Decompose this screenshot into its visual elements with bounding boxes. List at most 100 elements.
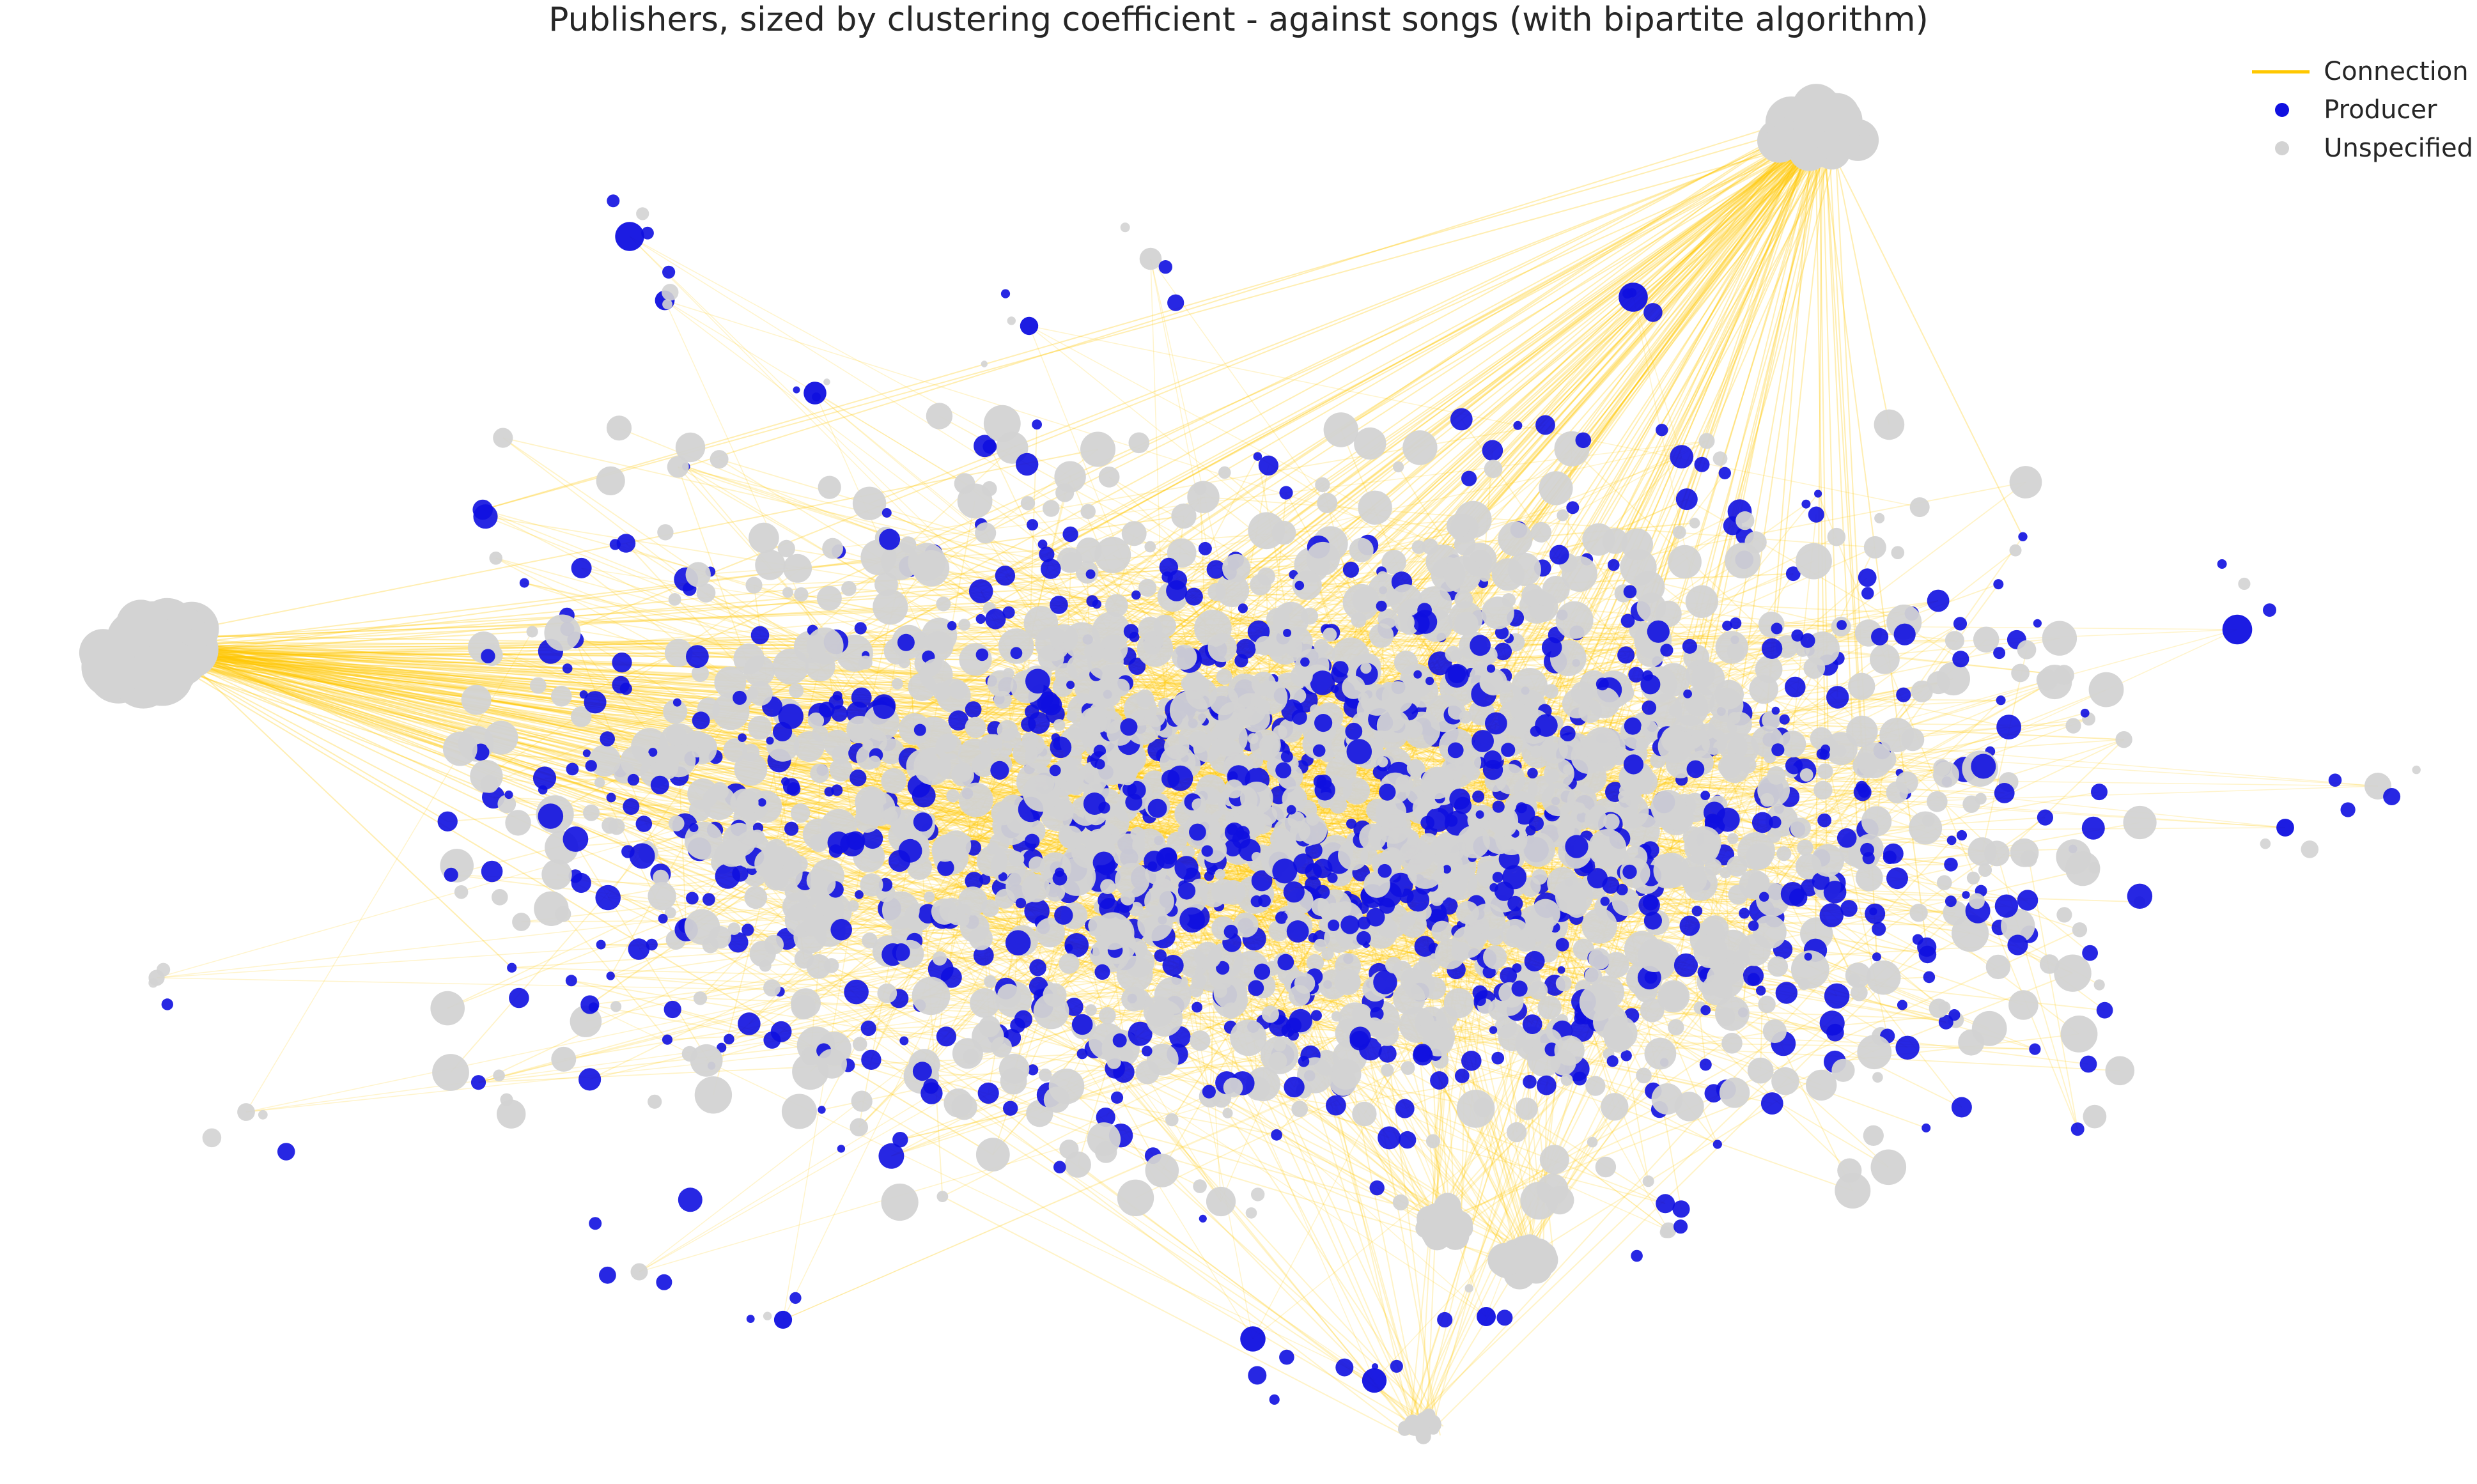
producer-node [2082,945,2099,961]
producer-node [1316,775,1332,790]
producer-node [2037,809,2053,826]
producer-node [873,697,896,719]
unspecified-node [881,1183,919,1221]
connection-edge [451,874,1018,944]
connection-edge [1029,325,1920,508]
unspecified-node [148,978,159,988]
producer-node [658,913,668,924]
unspecified-node [1653,853,1689,888]
unspecified-node [1799,768,1813,782]
unspecified-node [1927,671,1950,695]
producer-node [757,798,766,807]
producer-node [1366,908,1385,927]
unspecified-node [1059,953,1080,974]
unspecified-node [1984,840,2010,867]
unspecified-node [1055,483,1075,502]
producer-node [1471,730,1495,752]
producer-node [1912,934,1923,945]
unspecified-node [868,846,883,862]
unspecified-node [1480,668,1507,696]
producer-node [2222,614,2253,645]
unspecified-node [664,638,693,667]
producer-node [1450,408,1473,431]
producer-node [1513,421,1523,430]
producer-node [648,748,658,757]
producer-node [1475,994,1486,1007]
producer-node [965,701,982,718]
producer-node [1050,736,1072,759]
producer-node [831,784,843,796]
unspecified-node [1112,678,1130,697]
unspecified-node [912,977,951,1016]
producer-node [1679,915,1700,936]
unspecified-node [1117,1179,1154,1217]
connection-edge [1291,128,1820,796]
unspecified-node [2260,838,2271,849]
connection-edge [1093,127,1830,800]
producer-node [1376,600,1387,612]
unspecified-node [2008,990,2038,1020]
producer-node [1673,953,1698,977]
producer-node [1530,725,1541,737]
producer-node [1372,764,1388,780]
unspecified-node [1306,541,1340,576]
unspecified-node [2115,731,2132,748]
unspecified-node [1430,892,1444,906]
unspecified-node [1483,945,1507,970]
producer-node [1560,725,1576,742]
producer-node [1865,903,1886,924]
producer-node [1801,499,1811,509]
unspecified-node [946,789,960,803]
producer-node [1771,706,1780,715]
unspecified-node [1922,814,1935,827]
connection-edge [1821,124,1838,698]
unspecified-node [2011,663,2030,683]
unspecified-node [763,1311,772,1320]
unspecified-node [1755,655,1783,683]
producer-node [1501,743,1516,757]
unspecified-node [790,803,811,823]
unspecified-node [965,716,986,738]
unspecified-node [1678,731,1693,746]
unspecified-node [1045,882,1066,902]
producer-node [784,821,799,836]
producer-node [1640,674,1661,695]
unspecified-node [1790,817,1811,839]
producer-node [892,1132,908,1148]
producer-node [1791,629,1804,642]
unspecified-node [1720,753,1750,784]
unspecified-node [1422,1203,1449,1230]
unspecified-node [852,1037,867,1051]
connection-edge [1454,140,1835,763]
producer-node [1622,864,1637,879]
unspecified-node [1216,669,1232,685]
connection-edge [137,638,1114,932]
producer-node [1819,903,1844,927]
unspecified-node [1080,707,1108,735]
unspecified-node [1539,471,1573,506]
unspecified-node [1848,672,1875,700]
connection-edge [910,850,1530,1257]
producer-node [1283,881,1305,903]
connection-edge [157,655,1145,699]
connection-edge [837,137,1798,697]
connection-edge [178,643,907,859]
unspecified-node [1009,851,1025,867]
unspecified-node [551,1046,577,1072]
unspecified-node [583,804,600,821]
producer-node [1216,961,1230,975]
unspecified-node [791,988,821,1019]
producer-node [1158,260,1173,274]
producer-node [850,769,867,787]
producer-node [1606,1055,1619,1067]
producer-node [1631,1249,1643,1262]
unspecified-node [1943,900,1968,925]
producer-node [1147,861,1158,871]
connection-edge [1558,499,1688,555]
producer-node [1294,580,1305,591]
producer-node [881,508,892,518]
unspecified-node [2017,640,2037,660]
unspecified-node [662,284,679,301]
producer-node [1872,922,1886,936]
unspecified-node [1329,796,1347,814]
